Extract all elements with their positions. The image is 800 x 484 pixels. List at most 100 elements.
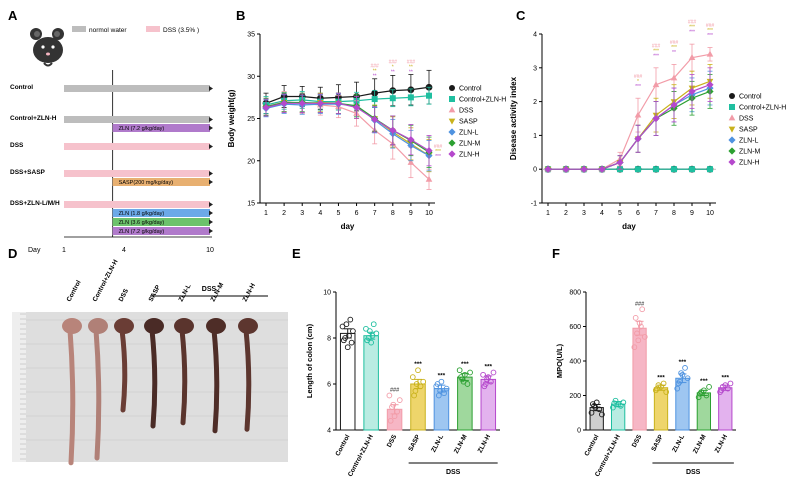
timeline-bar-label: SASP(200 mg/kg/day)	[119, 180, 174, 186]
cecum	[174, 318, 194, 334]
timeline-arrow-icon	[209, 179, 213, 185]
x-tick-label: 8	[391, 210, 395, 217]
data-point	[389, 126, 397, 134]
legend-marker	[729, 104, 735, 110]
disease-activity-chart: -1 0 1 2 3 4 1 2 3 4 5 6 7 8 9 10 day Disease activity in…	[509, 20, 786, 231]
x-tick-label: 7	[654, 210, 658, 217]
data-point	[340, 337, 347, 344]
data-point	[481, 383, 488, 390]
y-tick-label: 200	[569, 393, 581, 400]
data-point	[634, 135, 642, 143]
significance-mark: ###	[670, 40, 679, 46]
legend-label: Control+ZLN-H	[739, 105, 786, 112]
category-label: Control	[583, 433, 600, 457]
significance-mark: ***	[653, 48, 659, 54]
data-point	[725, 385, 731, 392]
legend-marker	[728, 126, 736, 133]
x-tick-label: 5	[336, 210, 340, 217]
series-line	[265, 86, 430, 104]
data-point	[391, 413, 398, 420]
data-point	[598, 165, 606, 173]
data-point	[484, 376, 490, 383]
x-tick-label: 2	[282, 210, 286, 217]
panel-label-d: D	[8, 246, 17, 261]
data-point	[703, 392, 710, 399]
category-label: ZLN-H	[714, 433, 729, 454]
panel-label-c: C	[516, 8, 526, 23]
data-point	[634, 111, 642, 118]
significance-mark: ***	[700, 378, 708, 385]
legend-label: SASP	[459, 119, 478, 126]
y-tick-label: 35	[247, 32, 255, 39]
y-tick-label: -1	[531, 201, 537, 208]
dss-bracket-label: DSS	[202, 286, 217, 293]
y-tick-label: 2	[533, 99, 537, 106]
data-point	[695, 394, 702, 401]
data-point	[366, 328, 373, 334]
category-label: DSS	[386, 433, 399, 449]
dss-bracket-label: DSS	[686, 469, 701, 476]
bar	[611, 403, 626, 431]
timeline-bar	[112, 124, 210, 132]
y-tick-label: 8	[327, 336, 331, 343]
series-line	[548, 80, 711, 170]
data-point	[697, 390, 703, 397]
data-point	[599, 411, 605, 418]
cecum	[114, 318, 134, 334]
data-point	[371, 96, 378, 103]
data-point	[635, 166, 641, 173]
timeline-bar	[64, 116, 210, 123]
data-point	[688, 54, 696, 61]
cecum	[206, 318, 226, 334]
y-tick-label: 25	[247, 116, 255, 123]
cecum	[144, 318, 164, 334]
legend-swatch-dss	[146, 26, 160, 32]
mpo-chart: 0200400600800MPO(U/L)ControlControl+ZLN-…	[555, 290, 736, 478]
legend-marker	[729, 93, 735, 99]
x-tick-label: 6	[355, 210, 359, 217]
legend-label: ZLN-M	[739, 149, 761, 156]
significance-mark: ***	[438, 373, 446, 380]
category-label: SASP	[650, 433, 665, 453]
data-point	[635, 337, 642, 344]
data-point	[632, 315, 639, 321]
data-point	[727, 380, 734, 387]
category-label: Control	[334, 433, 351, 457]
data-point	[652, 114, 660, 123]
timeline-arrow-icon	[209, 86, 213, 91]
data-point	[413, 381, 420, 387]
cecum	[88, 318, 108, 334]
data-point	[387, 417, 394, 424]
timeline-bar-label: ZLN (7.2 g/kg/day)	[119, 126, 165, 132]
legend-marker	[448, 118, 456, 125]
data-point	[592, 404, 599, 411]
x-tick-label: 7	[373, 210, 377, 217]
data-point	[434, 381, 441, 387]
y-axis-title: Length of colon (cm)	[305, 323, 314, 398]
data-point	[634, 330, 640, 337]
colon	[211, 327, 220, 434]
legend-label: ZLN-H	[739, 160, 760, 167]
mouse-icon	[30, 28, 64, 67]
data-point	[407, 158, 415, 165]
category-label: ZLN-L	[430, 434, 445, 454]
data-point	[718, 387, 725, 394]
legend-marker	[728, 114, 736, 121]
timeline-bar-label: ZLN (1.8 g/kg/day)	[119, 211, 165, 217]
data-point	[389, 95, 396, 102]
data-point	[611, 400, 618, 407]
data-point	[437, 388, 443, 394]
cecum	[238, 318, 258, 334]
data-point	[350, 328, 356, 334]
legend-marker	[728, 147, 736, 155]
legend-label: Control	[459, 86, 482, 93]
data-point	[460, 378, 467, 385]
photo-background	[12, 312, 288, 462]
y-tick-label: 4	[533, 32, 537, 39]
legend-label: Control+ZLN-H	[459, 97, 506, 104]
colon-label: DSS	[118, 287, 131, 303]
day-tick-1: 1	[62, 247, 66, 254]
timeline-arrow-icon	[209, 125, 213, 131]
data-point	[639, 306, 646, 313]
